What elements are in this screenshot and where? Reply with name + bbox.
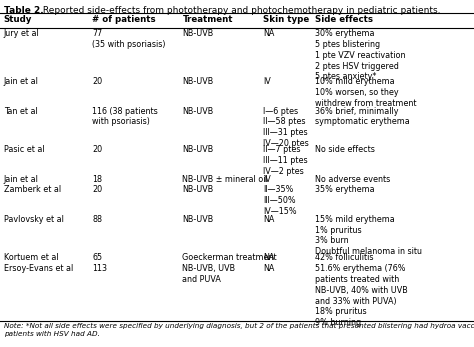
Text: Ersoy-Evans et al: Ersoy-Evans et al: [4, 264, 73, 273]
Text: Pavlovsky et al: Pavlovsky et al: [4, 215, 64, 224]
Text: NB-UVB: NB-UVB: [182, 145, 214, 154]
Text: No adverse events: No adverse events: [315, 175, 391, 184]
Text: 20: 20: [92, 77, 102, 86]
Text: 42% folliculitis: 42% folliculitis: [315, 253, 374, 262]
Text: NB-UVB: NB-UVB: [182, 215, 214, 224]
Text: 36% brief, minimally
symptomatic erythema: 36% brief, minimally symptomatic erythem…: [315, 107, 410, 126]
Text: NB-UVB: NB-UVB: [182, 185, 214, 194]
Text: # of patients: # of patients: [92, 15, 156, 24]
Text: Reported side-effects from phototherapy and photochemotherapy in pediatric patie: Reported side-effects from phototherapy …: [40, 6, 441, 15]
Text: 30% erythema
5 ptes blistering
1 pte VZV reactivation
2 ptes HSV triggered
5 pte: 30% erythema 5 ptes blistering 1 pte VZV…: [315, 29, 406, 81]
Text: NA: NA: [263, 215, 274, 224]
Text: NB-UVB: NB-UVB: [182, 29, 214, 38]
Text: 18: 18: [92, 175, 102, 184]
Text: 88: 88: [92, 215, 102, 224]
Text: Study: Study: [4, 15, 32, 24]
Text: NB-UVB: NB-UVB: [182, 77, 214, 86]
Text: Zamberk et al: Zamberk et al: [4, 185, 61, 194]
Text: Tan et al: Tan et al: [4, 107, 37, 116]
Text: 65: 65: [92, 253, 102, 262]
Text: Skin type: Skin type: [263, 15, 310, 24]
Text: Note: *Not all side effects were specified by underlying diagnosis, but 2 of the: Note: *Not all side effects were specifi…: [4, 323, 474, 337]
Text: Goeckerman treatment: Goeckerman treatment: [182, 253, 277, 262]
Text: 20: 20: [92, 145, 102, 154]
Text: NA: NA: [263, 253, 274, 262]
Text: 77
(35 with psoriasis): 77 (35 with psoriasis): [92, 29, 166, 49]
Text: IV: IV: [263, 77, 271, 86]
Text: Kortuem et al: Kortuem et al: [4, 253, 58, 262]
Text: NB-UVB, UVB
and PUVA: NB-UVB, UVB and PUVA: [182, 264, 236, 284]
Text: IV: IV: [263, 175, 271, 184]
Text: Side effects: Side effects: [315, 15, 373, 24]
Text: II—7 ptes
III—11 ptes
IV—2 ptes: II—7 ptes III—11 ptes IV—2 ptes: [263, 145, 308, 176]
Text: 35% erythema: 35% erythema: [315, 185, 375, 194]
Text: 113: 113: [92, 264, 108, 273]
Text: NB-UVB ± mineral oil: NB-UVB ± mineral oil: [182, 175, 268, 184]
Text: Table 2.: Table 2.: [4, 6, 44, 15]
Text: NB-UVB: NB-UVB: [182, 107, 214, 116]
Text: No side effects: No side effects: [315, 145, 375, 154]
Text: Jain et al: Jain et al: [4, 175, 39, 184]
Text: 20: 20: [92, 185, 102, 194]
Text: NA: NA: [263, 264, 274, 273]
Text: I—6 ptes
II—58 ptes
III—31 ptes
IV—20 ptes: I—6 ptes II—58 ptes III—31 ptes IV—20 pt…: [263, 107, 309, 148]
Text: 10% mild erythema
10% worsen, so they
withdrew from treatment: 10% mild erythema 10% worsen, so they wi…: [315, 77, 417, 108]
Text: Jury et al: Jury et al: [4, 29, 39, 38]
Text: NA: NA: [263, 29, 274, 38]
Text: 116 (38 patients
with psoriasis): 116 (38 patients with psoriasis): [92, 107, 158, 126]
Text: Pasic et al: Pasic et al: [4, 145, 45, 154]
Text: Jain et al: Jain et al: [4, 77, 39, 86]
Text: 15% mild erythema
1% pruritus
3% burn
Doubtful melanoma in situ: 15% mild erythema 1% pruritus 3% burn Do…: [315, 215, 422, 256]
Text: 51.6% erythema (76%
patients treated with
NB-UVB, 40% with UVB
and 33% with PUVA: 51.6% erythema (76% patients treated wit…: [315, 264, 408, 327]
Text: Treatment: Treatment: [182, 15, 233, 24]
Text: II—35%
III—50%
IV—15%: II—35% III—50% IV—15%: [263, 185, 297, 216]
